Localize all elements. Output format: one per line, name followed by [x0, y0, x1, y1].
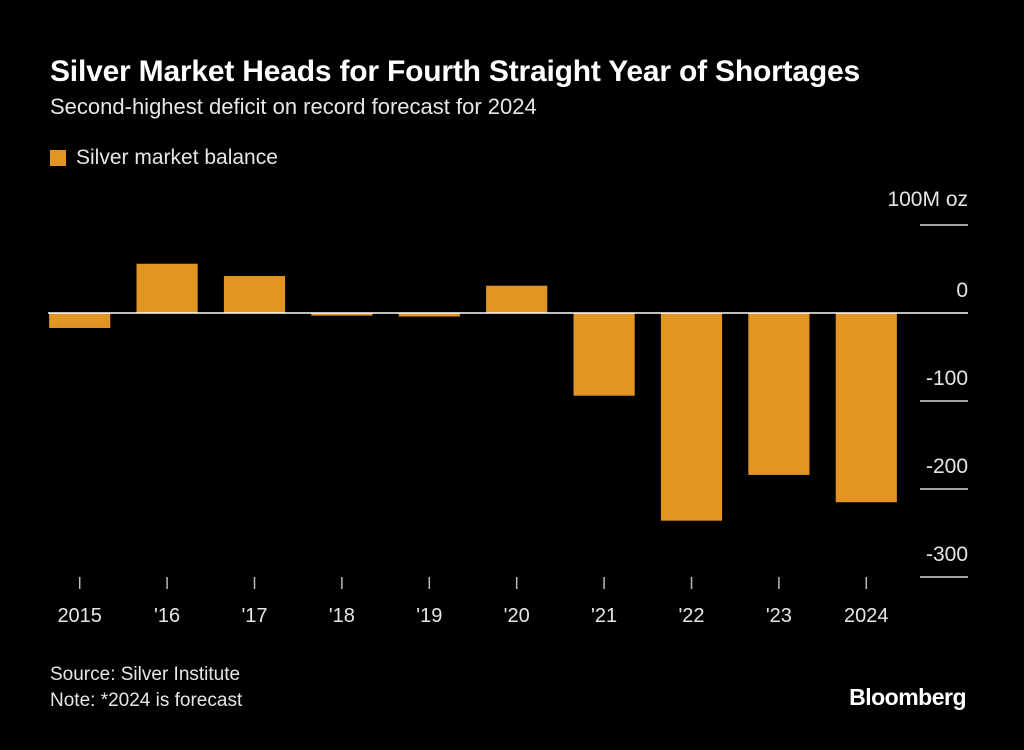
x-axis: 2015 '16 '17 '18 '19 '20 '21 '22 '23 2024 — [57, 577, 889, 627]
bar-chart: 2015 '16 '17 '18 '19 '20 '21 '22 '23 2024 100M oz… — [48, 188, 968, 627]
bar-5 — [486, 285, 548, 313]
legend-swatch — [50, 150, 66, 166]
y-tick-label-1: 0 — [956, 279, 968, 302]
legend: Silver market balance — [50, 146, 278, 170]
y-unit-label: 100M oz — [887, 188, 968, 211]
bar-9 — [835, 313, 897, 503]
x-tick-label-8: '23 — [766, 605, 792, 627]
bar-0 — [49, 313, 111, 328]
y-axis: 100M oz 0 -100 -200 -300 — [48, 188, 968, 578]
x-tick-label-1: '16 — [154, 605, 180, 627]
chart-subtitle: Second-highest deficit on record forecas… — [50, 94, 537, 119]
chart-title: Silver Market Heads for Fourth Straight … — [50, 55, 860, 88]
x-tick-label-6: '21 — [591, 605, 617, 627]
x-tick-label-5: '20 — [504, 605, 530, 627]
x-tick-label-0: 2015 — [57, 605, 102, 627]
bar-4 — [398, 313, 460, 317]
bar-7 — [660, 313, 723, 521]
x-tick-label-3: '18 — [329, 605, 355, 627]
bloomberg-logo: Bloomberg — [849, 684, 966, 710]
x-tick-label-7: '22 — [678, 605, 704, 627]
x-tick-label-2: '17 — [241, 605, 267, 627]
bar-3 — [311, 313, 373, 316]
y-tick-label-3: -200 — [926, 455, 968, 478]
y-tick-label-2: -100 — [926, 367, 968, 390]
footer: Source: Silver Institute Note: *2024 is … — [50, 662, 242, 714]
bar-2 — [223, 276, 286, 313]
bar-6 — [573, 313, 635, 396]
bar-1 — [136, 263, 198, 313]
legend-label: Silver market balance — [76, 146, 278, 169]
bar-8 — [748, 313, 810, 475]
note-text: Note: *2024 is forecast — [50, 690, 243, 711]
y-tick-label-4: -300 — [926, 543, 968, 566]
x-tick-label-4: '19 — [416, 605, 442, 627]
x-tick-label-9: 2024 — [844, 605, 889, 627]
source-text: Source: Silver Institute — [50, 664, 241, 685]
bars-group — [49, 263, 897, 521]
